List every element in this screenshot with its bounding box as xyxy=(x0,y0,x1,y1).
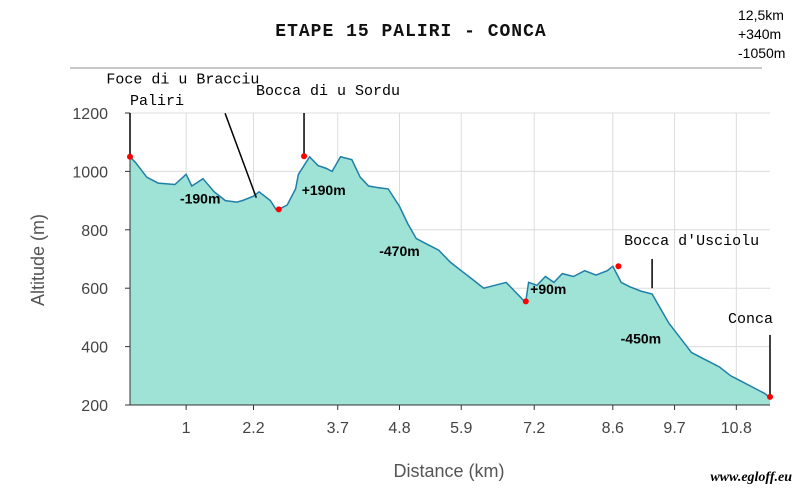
x-tick-label: 10.8 xyxy=(721,420,752,437)
waypoint-marker xyxy=(275,206,282,213)
annotation-label: Paliri xyxy=(130,93,184,110)
waypoint-marker xyxy=(127,153,133,160)
x-tick-label: 4.8 xyxy=(388,420,410,437)
y-tick-label: 200 xyxy=(81,398,108,415)
y-tick-label: 800 xyxy=(81,223,108,240)
waypoint-marker xyxy=(522,298,529,305)
axis-layer: 200 400 600 800 1000 1200 1 2.2 3.7 4.8 5.9 7.2 8.6 9… xyxy=(72,106,770,437)
annotation-label: Bocca di u Sordu xyxy=(256,83,400,100)
y-tick-label: 400 xyxy=(81,340,108,357)
stat-descent: -1050m xyxy=(738,45,786,61)
x-tick-label: 2.2 xyxy=(242,420,264,437)
x-tick-label: 8.6 xyxy=(602,420,624,437)
watermark: www.egloff.eu xyxy=(710,470,792,485)
title-divider xyxy=(70,67,762,69)
waypoint-marker xyxy=(301,153,308,160)
waypoint-marker xyxy=(767,393,773,400)
x-tick-label: 5.9 xyxy=(450,420,472,437)
elevation-area xyxy=(130,156,770,405)
y-tick-label: 600 xyxy=(81,281,108,298)
segment-label: -470m xyxy=(379,243,419,259)
x-tick-label: 7.2 xyxy=(523,420,545,437)
y-tick-label: 1000 xyxy=(72,164,108,181)
segment-label: +190m xyxy=(302,182,346,198)
elevation-line xyxy=(129,155,771,399)
segment-label: -190m xyxy=(180,191,220,207)
segment-label: +90m xyxy=(530,281,566,297)
stage-stats: 12,5km +340m -1050m xyxy=(738,6,785,63)
segment-label: -450m xyxy=(621,331,661,347)
x-axis-label: Distance (km) xyxy=(393,461,504,481)
annotation-label: Conca xyxy=(728,311,773,328)
waypoint-marker xyxy=(615,263,622,270)
x-tick-label: 3.7 xyxy=(327,420,349,437)
area-layer xyxy=(129,155,771,405)
annotation-label: Bocca d'Usciolu xyxy=(624,233,759,250)
y-axis-label: Altitude (m) xyxy=(28,214,48,306)
annotation-leader xyxy=(224,113,258,198)
annotation-label: Foce di u Bracciu xyxy=(106,71,259,88)
stat-distance: 12,5km xyxy=(738,7,784,23)
stat-ascent: +340m xyxy=(738,26,782,42)
x-tick-label: 1 xyxy=(182,420,191,437)
chart-title: ETAPE 15 PALIRI - CONCA xyxy=(275,22,547,42)
y-tick-label: 1200 xyxy=(72,106,108,123)
x-tick-label: 9.7 xyxy=(663,420,685,437)
